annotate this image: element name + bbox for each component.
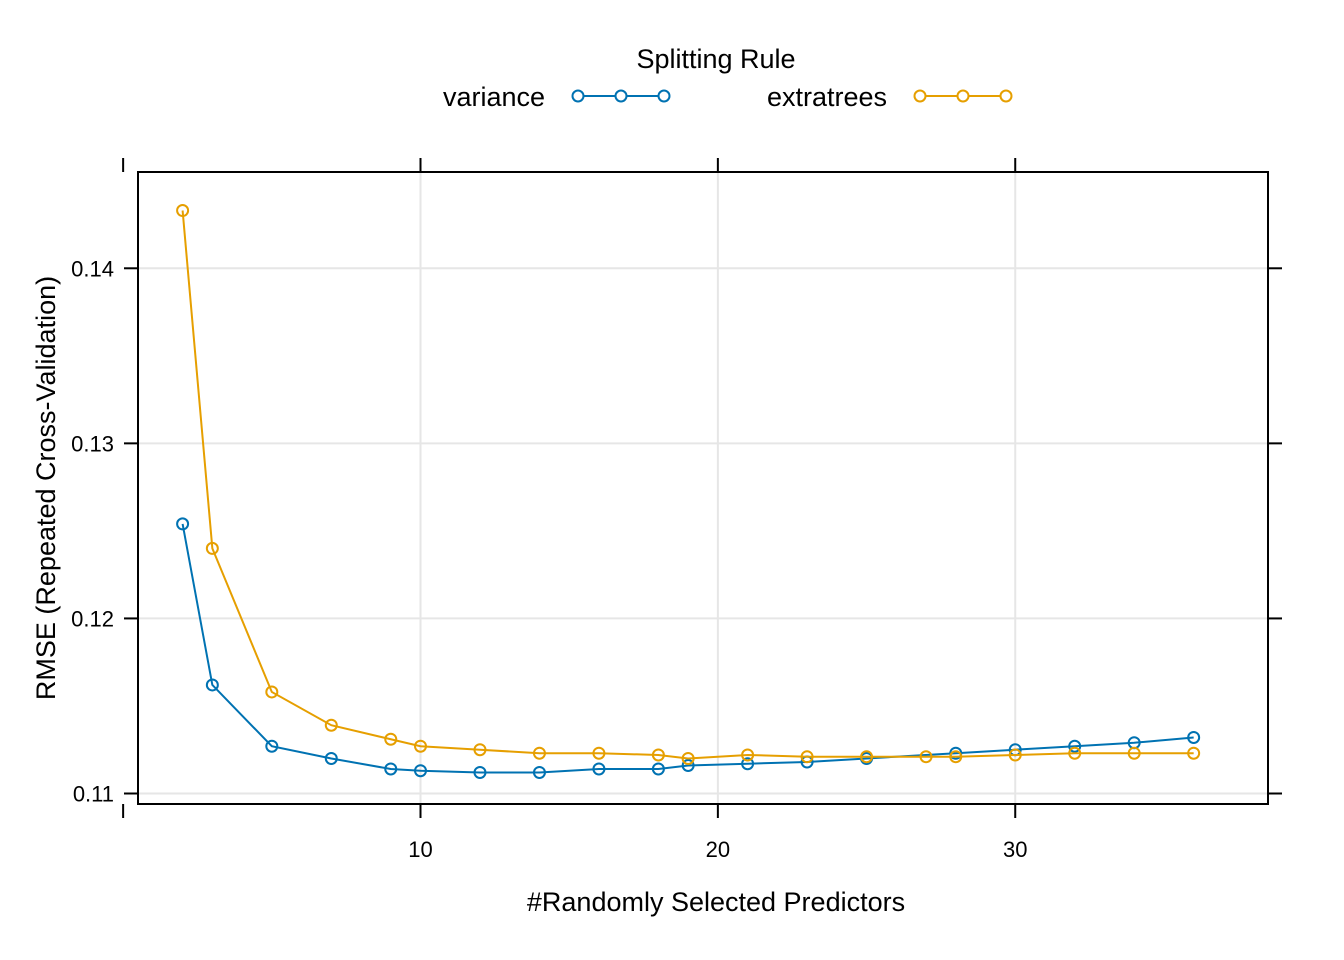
- data-point-variance: [176, 517, 190, 531]
- x-tick-label: 30: [1003, 837, 1027, 862]
- legend-label-extratrees: extratrees: [767, 82, 887, 112]
- legend-key-marker: [956, 89, 970, 103]
- data-point-extratrees: [1068, 746, 1082, 760]
- data-point-extratrees: [681, 751, 695, 765]
- data-point-extratrees: [949, 750, 963, 764]
- data-point-extratrees: [532, 746, 546, 760]
- data-point-extratrees: [651, 748, 665, 762]
- data-point-extratrees: [1008, 748, 1022, 762]
- data-point-extratrees: [919, 750, 933, 764]
- y-tick-label: 0.11: [73, 781, 114, 806]
- data-point-variance: [651, 762, 665, 776]
- y-tick-label: 0.12: [71, 606, 114, 631]
- axis-ticks: 10 20 30 0.11 0.12 0.13 0.14: [71, 158, 1282, 862]
- data-point-variance: [1068, 739, 1082, 753]
- y-tick-label: 0.14: [71, 256, 114, 281]
- legend-key-variance: [571, 89, 671, 103]
- y-tick-label: 0.13: [71, 431, 114, 456]
- data-point-variance: [681, 758, 695, 772]
- legend-key-marker: [999, 89, 1013, 103]
- data-point-extratrees: [384, 732, 398, 746]
- data-point-extratrees: [1127, 746, 1141, 760]
- data-point-variance: [1187, 730, 1201, 744]
- data-point-extratrees: [414, 739, 427, 753]
- data-point-variance: [741, 757, 755, 771]
- data-point-extratrees: [800, 750, 814, 764]
- data-point-extratrees: [324, 718, 338, 732]
- legend-label-variance: variance: [443, 82, 545, 112]
- data-point-variance: [324, 751, 338, 765]
- data-point-extratrees: [265, 685, 279, 699]
- x-axis-label: #Randomly Selected Predictors: [527, 887, 905, 917]
- series-layer: [176, 204, 1201, 779]
- data-point-variance: [265, 739, 279, 753]
- plot-frame: [137, 171, 1269, 805]
- data-point-extratrees: [860, 750, 874, 764]
- data-point-extratrees: [1187, 746, 1201, 760]
- data-point-extratrees: [473, 743, 487, 757]
- legend-key-marker: [657, 89, 671, 103]
- legend-key-marker: [614, 89, 628, 103]
- grid-lines: [138, 172, 1268, 804]
- data-point-variance: [949, 746, 963, 760]
- data-point-extratrees: [205, 541, 219, 555]
- data-point-extratrees: [176, 204, 190, 218]
- legend-key-extratrees: [913, 89, 1013, 103]
- legend: Splitting Rule variance extratrees: [443, 44, 1013, 112]
- x-tick-label: 20: [706, 837, 730, 862]
- data-point-extratrees: [741, 748, 755, 762]
- data-point-variance: [473, 765, 487, 779]
- series-line-extratrees: [181, 210, 1194, 760]
- data-point-variance: [592, 762, 606, 776]
- y-axis-label: RMSE (Repeated Cross-Validation): [31, 276, 61, 700]
- data-point-variance: [532, 765, 546, 779]
- legend-key-marker: [571, 89, 585, 103]
- data-point-variance: [414, 764, 427, 778]
- legend-title: Splitting Rule: [636, 44, 795, 74]
- x-tick-label: 10: [408, 837, 432, 862]
- legend-key-marker: [913, 89, 927, 103]
- data-point-extratrees: [592, 746, 606, 760]
- data-point-variance: [384, 762, 398, 776]
- series-line-variance: [181, 523, 1194, 774]
- data-point-variance: [205, 678, 219, 692]
